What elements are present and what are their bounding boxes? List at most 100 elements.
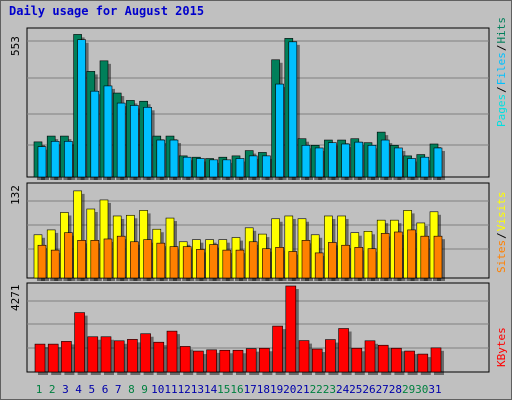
sites-bar-21 [301,240,311,279]
files-bar-30 [420,156,430,178]
x-tick-label-29: 29 [402,383,415,396]
kbytes-bar-8 [127,339,138,373]
files-bar-16 [235,158,245,178]
kbytes-bar-23 [325,339,336,373]
sites-bar-4 [77,240,86,279]
sites-bar-10 [156,242,166,279]
x-tick-label-13: 13 [191,383,204,396]
legend-hits-2: Files [495,52,508,85]
kbytes-bar-31 [430,347,442,373]
x-tick-label-24: 24 [336,383,350,396]
x-tick-label-4: 4 [75,383,82,396]
files-bar-12 [182,156,192,178]
sites-bar-9 [143,239,152,279]
kbytes-bar-22 [311,348,323,373]
kbytes-bar-9 [140,333,151,373]
files-bar-28 [394,147,403,178]
kbytes-bar-30 [417,353,429,373]
sites-bar-3 [64,232,73,279]
sites-bar-7 [116,235,126,279]
kbytes-bar-25 [351,347,363,373]
kbytes-bar-14 [206,349,217,373]
x-tick-label-15: 15 [217,383,230,396]
sites-bar-25 [354,247,364,279]
sites-bar-2 [50,249,60,279]
kbytes-bar-12 [179,346,191,373]
files-bar-13 [196,158,205,178]
legend-visits-0: Sites [495,240,508,273]
files-bar-19 [275,83,284,178]
sites-bar-31 [433,235,443,279]
files-bar-14 [209,159,218,178]
legend-visits-2: Visits [495,192,508,232]
files-bar-11 [169,139,179,178]
x-tick-label-3: 3 [62,383,69,396]
sites-bar-6 [103,238,113,279]
x-tick-label-30: 30 [415,383,428,396]
sites-bar-13 [196,249,205,279]
files-bar-10 [156,139,166,178]
sites-bar-8 [130,241,139,279]
sites-bar-14 [209,244,218,279]
files-bar-21 [301,145,311,178]
x-tick-label-21: 21 [296,383,309,396]
sites-bar-18 [262,248,271,279]
x-tick-label-19: 19 [270,383,283,396]
x-tick-label-23: 23 [323,383,336,396]
files-bar-29 [407,158,416,178]
x-tick-label-17: 17 [244,383,257,396]
files-bar-17 [248,155,258,178]
x-tick-label-11: 11 [164,383,177,396]
x-tick-label-12: 12 [178,383,191,396]
files-bar-9 [143,107,152,178]
files-bar-31 [433,147,443,178]
sites-bar-29 [407,229,416,279]
x-tick-label-26: 26 [362,383,375,396]
kbytes-bar-29 [404,350,415,373]
sites-bar-12 [182,246,192,279]
files-bar-27 [380,139,390,178]
x-tick-label-22: 22 [310,383,323,396]
files-bar-6 [103,85,113,178]
kbytes-bar-3 [61,341,72,373]
sites-bar-17 [248,241,258,279]
x-tick-label-7: 7 [115,383,122,396]
x-tick-label-31: 31 [428,383,441,396]
files-bar-20 [288,41,298,178]
files-bar-25 [354,141,364,178]
sites-bar-30 [420,235,430,279]
x-tick-label-16: 16 [230,383,243,396]
files-bar-5 [90,90,100,178]
chart-title: Daily usage for August 2015 [9,4,205,18]
x-tick-label-5: 5 [88,383,95,396]
kbytes-bar-10 [153,341,165,373]
x-tick-label-28: 28 [389,383,402,396]
x-tick-label-25: 25 [349,383,362,396]
legend-hits-3: / [495,45,508,52]
kbytes-bar-4 [74,312,85,373]
x-tick-label-6: 6 [102,383,109,396]
kbytes-bar-17 [245,348,257,373]
files-bar-23 [328,142,337,178]
sites-bar-15 [222,249,232,279]
x-tick-label-18: 18 [257,383,270,396]
x-tick-label-14: 14 [204,383,218,396]
sites-bar-23 [328,242,337,279]
kbytes-bar-28 [391,347,402,373]
y-max-label-hits: 553 [9,36,22,56]
legend-hits-0: Pages [495,94,508,127]
y-max-label-kbytes: 4271 [9,285,22,312]
sites-bar-5 [90,240,100,279]
kbytes-bar-20 [285,285,297,373]
files-bar-18 [262,155,271,178]
kbytes-bar-16 [232,349,244,373]
legend-visits-1: / [495,232,508,239]
x-tick-label-20: 20 [283,383,296,396]
files-bar-24 [341,143,350,178]
y-max-label-visits: 132 [9,185,22,205]
kbytes-bar-5 [87,336,99,373]
files-bar-2 [50,141,60,178]
kbytes-bar-21 [298,340,310,373]
sites-bar-27 [380,233,390,279]
kbytes-bar-27 [377,344,389,373]
